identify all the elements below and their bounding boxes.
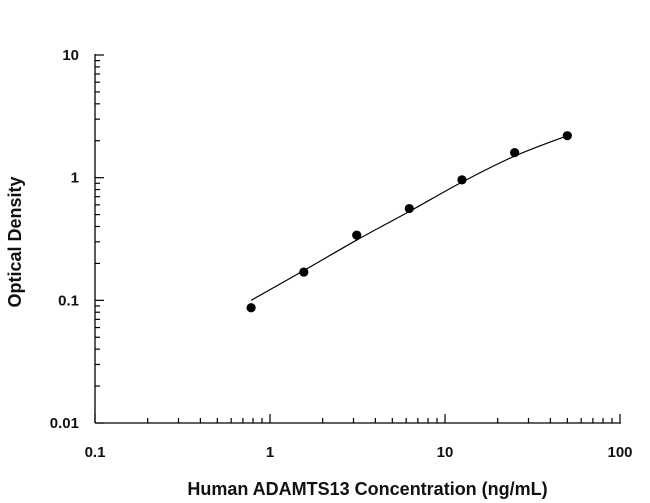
tick-labels: 0.1 1 10 100 0.01 0.1 1 10 [50,47,633,461]
y-axis-title: Optical Density [5,176,25,307]
y-tick-label: 10 [62,47,79,64]
axes [94,54,621,424]
data-point [562,131,572,141]
y-tick-label: 0.1 [58,292,79,309]
data-point [404,203,414,214]
x-tick-label: 100 [607,444,632,461]
data-points [246,131,572,313]
data-point [246,303,256,313]
fit-curve [250,135,568,301]
x-tick-label: 1 [266,444,274,461]
y-tick-label: 0.01 [50,415,79,432]
x-tick-label: 10 [437,444,454,461]
data-point [457,175,467,185]
y-tick-label: 1 [71,170,79,187]
data-point [352,230,362,240]
data-point [510,148,520,158]
x-axis-title: Human ADAMTS13 Concentration (ng/mL) [187,479,547,499]
data-point [299,267,309,277]
x-tick-label: 0.1 [85,444,106,461]
ticks [94,54,621,424]
